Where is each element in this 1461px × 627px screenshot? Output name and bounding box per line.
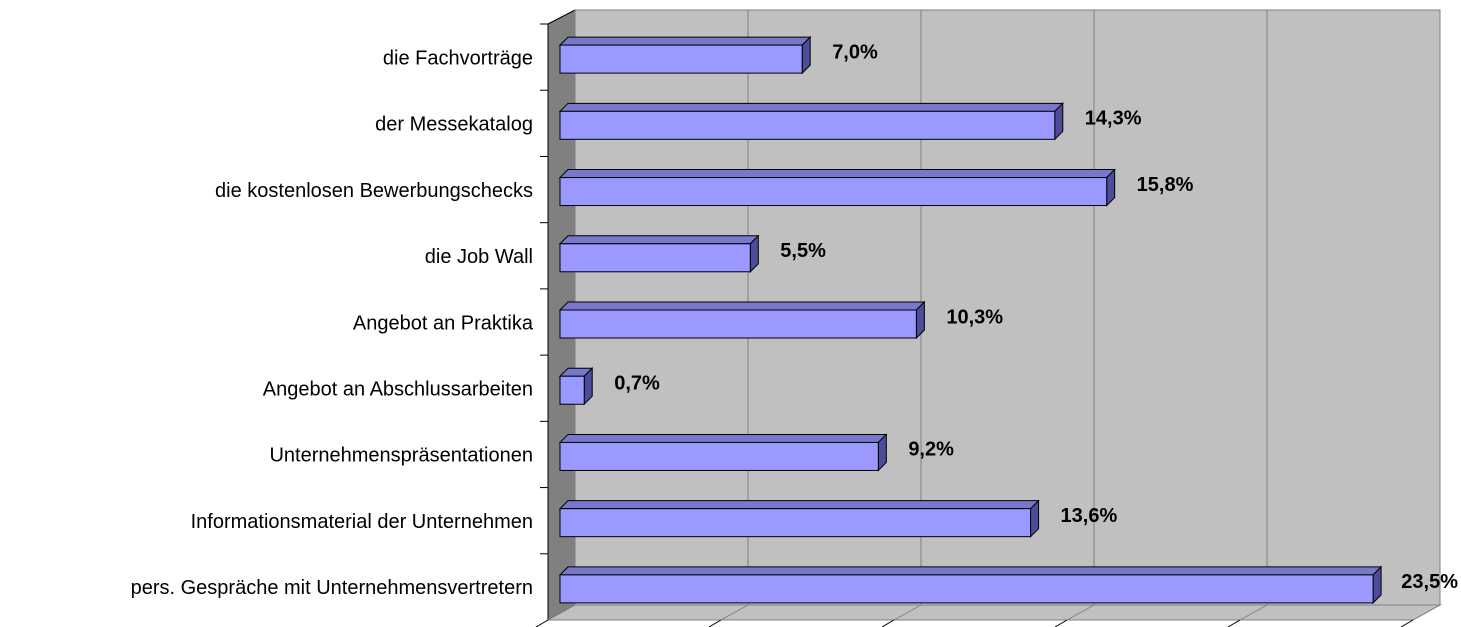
value-label: 0,7% (614, 373, 660, 395)
floor (546, 604, 1442, 621)
grid-line (720, 604, 749, 621)
value-label: 14,3% (1085, 108, 1142, 130)
y-tick-label: die Fachvorträge (383, 47, 533, 69)
bar-top (558, 235, 760, 245)
y-tick-label: der Messekatalog (375, 114, 533, 136)
bar-top (558, 169, 1116, 179)
bar (559, 44, 803, 74)
y-tick-label: die kostenlosen Bewerbungschecks (215, 180, 533, 202)
bar-top (558, 36, 812, 46)
tick-mark (881, 619, 895, 627)
grid-line (1239, 604, 1268, 621)
tick-mark (1054, 619, 1068, 627)
y-tick-label: Unternehmenspräsentationen (269, 445, 533, 467)
value-label: 9,2% (908, 439, 954, 461)
bar (559, 243, 751, 273)
grid-line (893, 604, 922, 621)
bar (559, 508, 1032, 538)
bar (559, 441, 879, 471)
bar (559, 375, 585, 405)
y-tick-label: die Job Wall (425, 246, 533, 268)
y-tick-label: pers. Gespräche mit Unternehmensvertrete… (131, 577, 533, 599)
bar-top (558, 433, 888, 443)
bar-top (558, 102, 1064, 112)
y-tick-label: Angebot an Praktika (353, 312, 534, 334)
value-label: 5,5% (780, 240, 826, 262)
bar (559, 574, 1374, 604)
bar-top (558, 301, 926, 311)
bar (559, 177, 1108, 207)
bar (559, 309, 917, 339)
grid-line (547, 604, 576, 621)
bar-top (558, 500, 1040, 510)
y-tick-label: Angebot an Abschlussarbeiten (263, 379, 533, 401)
value-label: 15,8% (1137, 174, 1194, 196)
value-label: 10,3% (946, 306, 1003, 328)
value-label: 7,0% (832, 41, 878, 63)
grid-line (1412, 604, 1441, 621)
y-tick-label: Informationsmaterial der Unternehmen (191, 511, 533, 533)
value-label: 13,6% (1061, 505, 1118, 527)
tick-mark (1400, 619, 1414, 627)
bar-top (558, 566, 1383, 576)
tick-mark (708, 619, 722, 627)
value-label: 23,5% (1401, 571, 1458, 593)
tick-mark (535, 619, 549, 627)
tick-mark (1227, 619, 1241, 627)
bar (559, 110, 1056, 140)
grid-line (1066, 604, 1095, 621)
